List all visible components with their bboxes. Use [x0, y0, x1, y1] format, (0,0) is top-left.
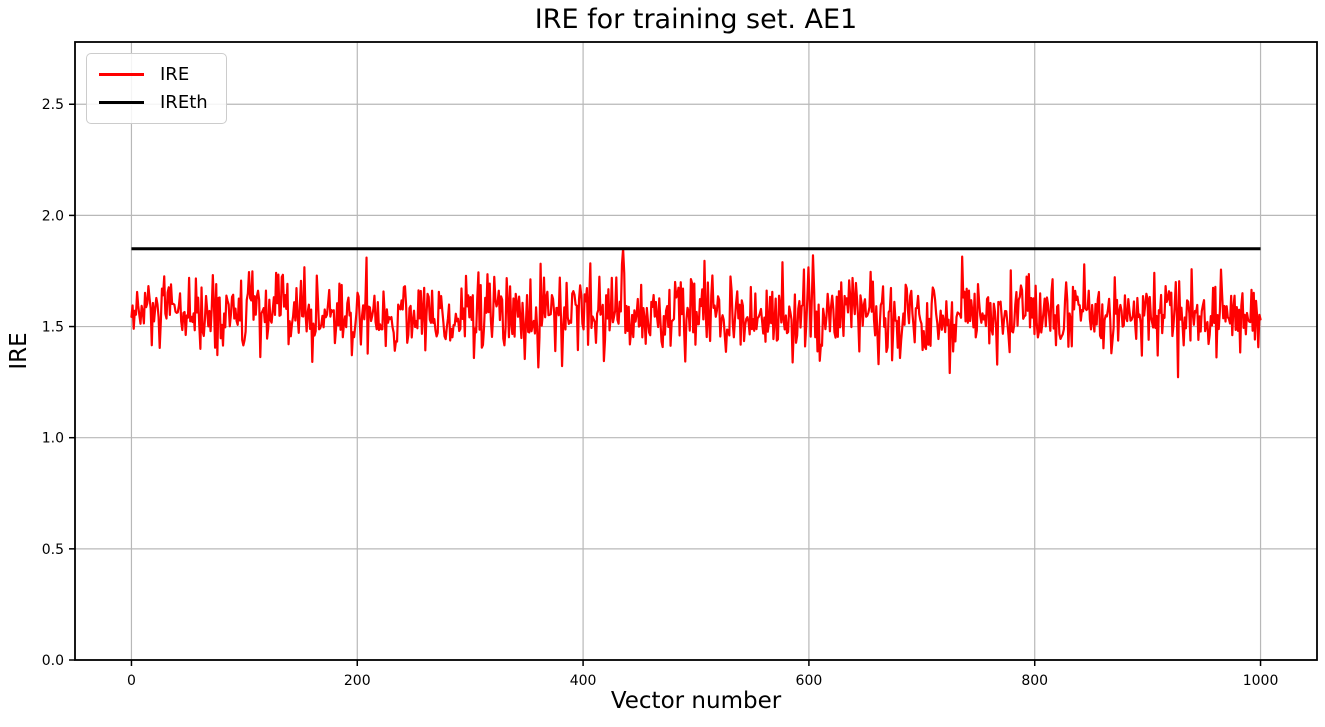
ire-line: [130, 247, 1262, 379]
x-axis-label: Vector number: [610, 688, 782, 714]
x-tick-label: 400: [570, 673, 597, 689]
legend-item-ireth: IREth: [99, 92, 208, 113]
y-tick-label: 1.5: [42, 320, 64, 336]
x-tick-label: 1000: [1243, 673, 1279, 689]
legend-label-ireth: IREth: [160, 92, 208, 113]
x-tick-label: 800: [1021, 673, 1048, 689]
y-tick-label: 2.5: [42, 97, 64, 113]
legend-item-ire: IRE: [99, 64, 208, 85]
chart-title: IRE for training set. AE1: [534, 4, 858, 35]
ireth-line-swatch: [99, 101, 144, 104]
ire-line-swatch: [99, 73, 144, 76]
y-axis-label: IRE: [6, 332, 32, 370]
legend: IRE IREth: [86, 53, 227, 124]
y-tick-label: 0.0: [42, 653, 64, 669]
y-tick-label: 2.0: [42, 208, 64, 224]
x-tick-label: 200: [344, 673, 371, 689]
legend-label-ire: IRE: [160, 64, 190, 85]
y-tick-label: 1.0: [42, 431, 64, 447]
x-tick-label: 600: [796, 673, 823, 689]
y-tick-label: 0.5: [42, 542, 64, 558]
x-tick-label: 0: [127, 673, 136, 689]
plot-border: [74, 41, 1318, 661]
